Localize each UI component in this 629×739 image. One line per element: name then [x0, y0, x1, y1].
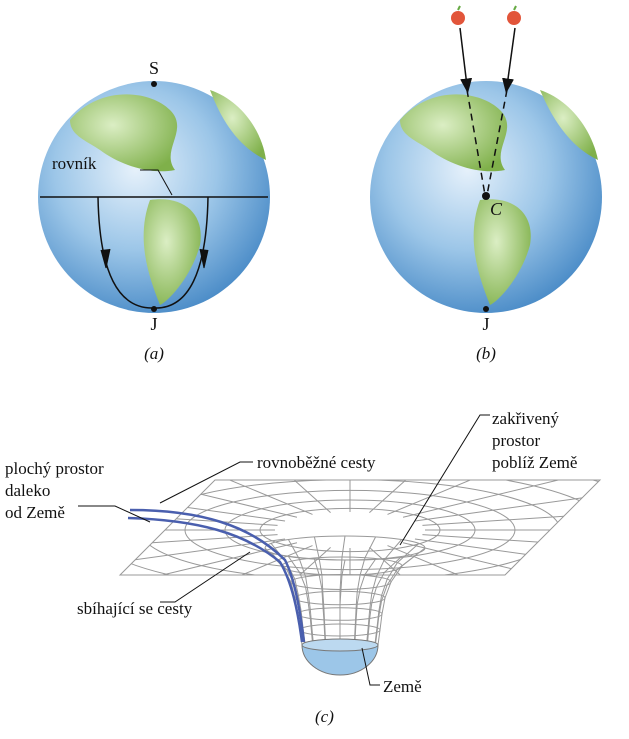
- grid-ray: [422, 534, 600, 562]
- grid-ray: [120, 534, 278, 562]
- grid-ray: [120, 545, 313, 575]
- funnel-line: [377, 547, 426, 646]
- parallel-paths-label: rovnoběžné cesty: [257, 453, 376, 472]
- funnel-line: [313, 558, 326, 651]
- grid-ray: [120, 538, 286, 575]
- earth: [301, 644, 379, 676]
- funnel: [264, 535, 426, 652]
- grid-ray: [220, 480, 331, 513]
- grid-ray: [422, 498, 600, 526]
- funnel-line: [287, 539, 314, 642]
- funnel-line: [313, 536, 326, 640]
- south-label: J: [482, 314, 489, 334]
- grid-ray: [414, 480, 600, 522]
- grid-ray: [402, 542, 600, 575]
- grid-ray: [387, 480, 600, 515]
- grid-ray: [414, 538, 600, 575]
- grid-ray: [120, 480, 313, 515]
- plane-edge: [118, 479, 602, 576]
- flat-space-label: od Země: [5, 503, 65, 522]
- caption: (a): [144, 344, 164, 363]
- grid-ray: [220, 547, 331, 575]
- funnel-line: [354, 536, 377, 640]
- grid-ray: [387, 545, 600, 575]
- grid-ray: [369, 480, 480, 513]
- funnel-line: [374, 543, 420, 643]
- grid-ray: [120, 542, 298, 575]
- equator-label: rovník: [52, 154, 97, 173]
- funnel-line: [354, 558, 377, 651]
- funnel-line: [374, 552, 420, 648]
- globe-b: [370, 5, 602, 313]
- curved-space-label: prostor: [492, 431, 541, 450]
- curved-space-label: zakřivený: [492, 409, 560, 428]
- funnel-line: [366, 539, 402, 642]
- plane-grid: [120, 480, 600, 575]
- globe-a: [38, 81, 270, 313]
- earth-top: [301, 638, 379, 652]
- funnel-line: [366, 556, 402, 650]
- flat-space-label: daleko: [5, 481, 50, 500]
- grid-ray: [369, 547, 480, 575]
- grid-ray: [402, 480, 600, 518]
- center-label: C: [490, 199, 503, 219]
- grid-ray: [120, 498, 278, 526]
- north-label: S: [149, 58, 159, 78]
- flat-space-label: plochý prostor: [5, 459, 104, 478]
- paths: [127, 508, 306, 643]
- caption: (b): [476, 344, 496, 363]
- caption: (c): [315, 707, 334, 726]
- funnel-line: [287, 556, 314, 650]
- grid-ray: [120, 480, 286, 522]
- south-label: J: [150, 314, 157, 334]
- leaders: [78, 414, 490, 686]
- converging-paths-label: sbíhající se cesty: [77, 599, 193, 618]
- funnel-line: [339, 535, 346, 640]
- earth-label: Země: [383, 677, 422, 696]
- curved-space-label: poblíž Země: [492, 453, 577, 472]
